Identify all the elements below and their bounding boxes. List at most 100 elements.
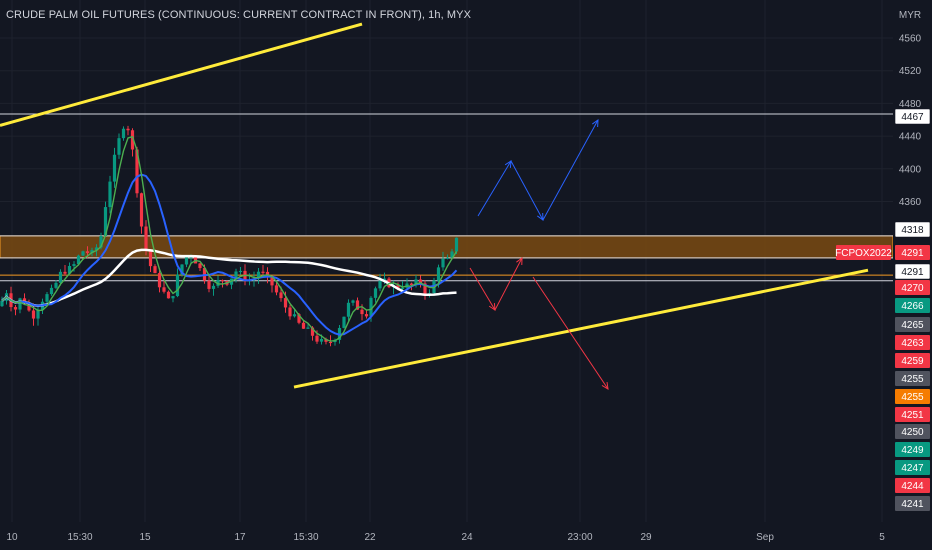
price-tag-label: 4244 <box>901 481 924 492</box>
price-tag: 4255 <box>895 389 930 404</box>
arrow-head <box>537 212 544 222</box>
candle-body <box>441 258 445 268</box>
candle-body <box>117 138 121 155</box>
candle-body <box>297 314 301 323</box>
candle-body <box>378 280 382 289</box>
time-tick-label: 24 <box>461 532 473 543</box>
candle-body <box>31 310 36 319</box>
candle-body <box>166 291 171 299</box>
moving-averages <box>1 135 458 342</box>
price-tag-label: 4266 <box>901 301 924 312</box>
price-tag-bg <box>895 353 930 368</box>
symbol-tag-bg <box>836 245 891 260</box>
candle-body <box>445 257 450 259</box>
price-tag-label: 4249 <box>901 445 924 456</box>
price-tag-bg <box>895 496 930 511</box>
price-tag-label: 4259 <box>901 356 924 367</box>
candle-body <box>81 251 85 256</box>
candle-body <box>355 300 360 310</box>
price-tag: 4250 <box>895 424 930 439</box>
trendlines <box>0 22 869 389</box>
time-tick-label: 5 <box>879 532 885 543</box>
candle-body <box>373 288 378 298</box>
candle-body <box>144 226 148 251</box>
price-tag-label: 4241 <box>901 499 924 510</box>
candle-body <box>369 297 373 317</box>
horizontal-levels <box>0 113 893 282</box>
time-tick-label: 15 <box>139 532 151 543</box>
candle-body <box>13 307 18 310</box>
price-tag: 4263 <box>895 335 930 350</box>
price-tag: 4249 <box>895 442 930 457</box>
candle-body <box>301 322 306 329</box>
price-tick-label: 4400 <box>899 164 922 175</box>
candle-body <box>216 280 220 286</box>
candle-body <box>45 294 49 302</box>
candle-body <box>279 292 283 299</box>
time-tick-label: 22 <box>364 532 376 543</box>
price-tag-bg <box>895 335 930 350</box>
arrow-head <box>516 256 523 266</box>
candle-body <box>27 303 31 311</box>
price-tag: 4259 <box>895 353 930 368</box>
price-tag-label: 4247 <box>901 463 924 474</box>
price-tag-bg <box>894 108 931 125</box>
time-axis-bg <box>0 523 893 550</box>
candle-body <box>310 327 315 336</box>
price-tag-label: 4318 <box>901 225 924 236</box>
candle-body <box>220 280 225 282</box>
bullish-projection <box>477 118 599 222</box>
price-tag: 4291 <box>895 245 930 260</box>
price-tag-bg <box>895 280 930 295</box>
candle-body <box>274 285 279 293</box>
price-tag-bg <box>894 263 931 280</box>
candle-body <box>0 300 4 307</box>
candle-body <box>76 255 81 265</box>
candle-body <box>396 285 400 288</box>
candle-body <box>175 274 180 297</box>
candle-body <box>234 271 238 279</box>
time-tick-label: Sep <box>756 532 774 543</box>
candle-body <box>18 298 22 310</box>
arrow-head <box>488 302 496 311</box>
projection-arrows <box>469 118 609 390</box>
candle-body <box>90 250 94 254</box>
price-tag: 4247 <box>895 460 930 475</box>
price-tag-label: 4255 <box>901 374 924 385</box>
candle-body <box>315 335 319 342</box>
candle-body <box>256 271 261 279</box>
price-tag-bg <box>895 442 930 457</box>
candle-body <box>436 267 441 281</box>
symbol-tag-label: FCPOX2022 <box>835 248 892 259</box>
price-tag-label: 4255 <box>901 392 924 403</box>
candle-body <box>261 271 265 273</box>
candle-body <box>148 250 153 267</box>
price-tag-label: 4251 <box>901 410 924 421</box>
price-tick-label: 4520 <box>899 66 922 77</box>
candle-body <box>454 237 459 252</box>
price-tick-label: 4440 <box>899 132 922 143</box>
candle-body <box>270 277 274 286</box>
candle-body <box>207 280 211 289</box>
candle-body <box>67 266 72 274</box>
price-tag: 4241 <box>895 496 930 511</box>
ma-fast-line <box>1 135 458 342</box>
candle-body <box>418 279 423 284</box>
candle-body <box>72 264 76 267</box>
price-tag: 4318 <box>894 221 931 238</box>
candle-body <box>49 287 54 295</box>
candle-body <box>324 338 328 342</box>
candle-body <box>139 193 144 227</box>
time-axis[interactable]: 10 15:30 15 17 15:30 22 24 23:00 29 Sep 5 <box>0 523 893 550</box>
candle-body <box>121 128 126 139</box>
candle-body <box>153 266 157 274</box>
candle-body <box>198 263 202 269</box>
candle-body <box>162 287 166 292</box>
candle-body <box>342 316 346 328</box>
price-tick-label: 4560 <box>899 34 922 45</box>
price-tick-label: 4480 <box>899 99 922 110</box>
price-tag: 4251 <box>895 407 930 422</box>
symbol-tag: FCPOX2022 <box>835 245 892 260</box>
candle-body <box>328 341 333 344</box>
